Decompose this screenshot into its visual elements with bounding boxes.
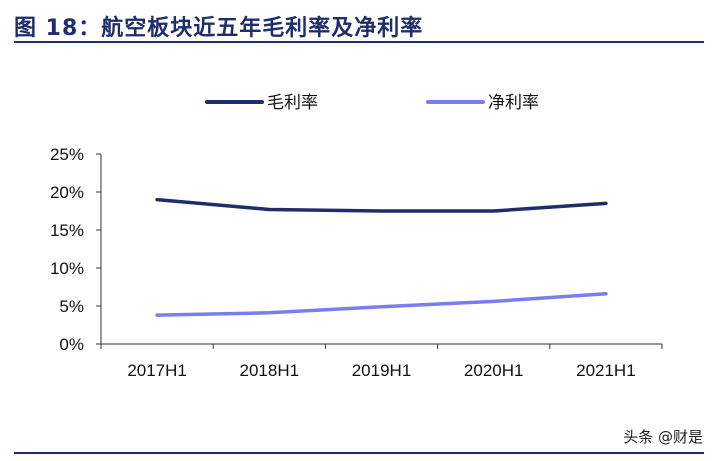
series-layer <box>155 197 608 317</box>
y-tick-label: 0% <box>59 335 84 354</box>
x-tick-label: 2019H1 <box>352 361 412 380</box>
legend-label: 净利率 <box>488 93 539 113</box>
figure-title: 图 18：航空板块近五年毛利率及净利率 <box>14 16 424 41</box>
bottom-rule <box>14 452 704 454</box>
title-rule <box>14 41 704 43</box>
legend-label: 毛利率 <box>267 93 318 113</box>
x-tick-label: 2020H1 <box>464 361 524 380</box>
y-tick-label: 10% <box>50 259 84 278</box>
x-tick-label: 2018H1 <box>240 361 300 380</box>
legend: 毛利率 净利率 <box>205 93 539 113</box>
series-line-1 <box>155 197 608 213</box>
x-tick-label: 2017H1 <box>127 361 187 380</box>
y-tick-label: 20% <box>50 183 84 202</box>
y-tick-label: 15% <box>50 221 84 240</box>
y-tick-label: 5% <box>59 297 84 316</box>
x-tick-label: 2021H1 <box>576 361 636 380</box>
watermark: 头条 @财是 <box>623 428 703 446</box>
chart-axes: 0% 5% 10% 15% 20% 25% 2017H1 2018H1 2019H1 2020H1… <box>50 145 663 380</box>
series-line-2 <box>155 292 608 317</box>
y-tick-label: 25% <box>50 145 84 164</box>
